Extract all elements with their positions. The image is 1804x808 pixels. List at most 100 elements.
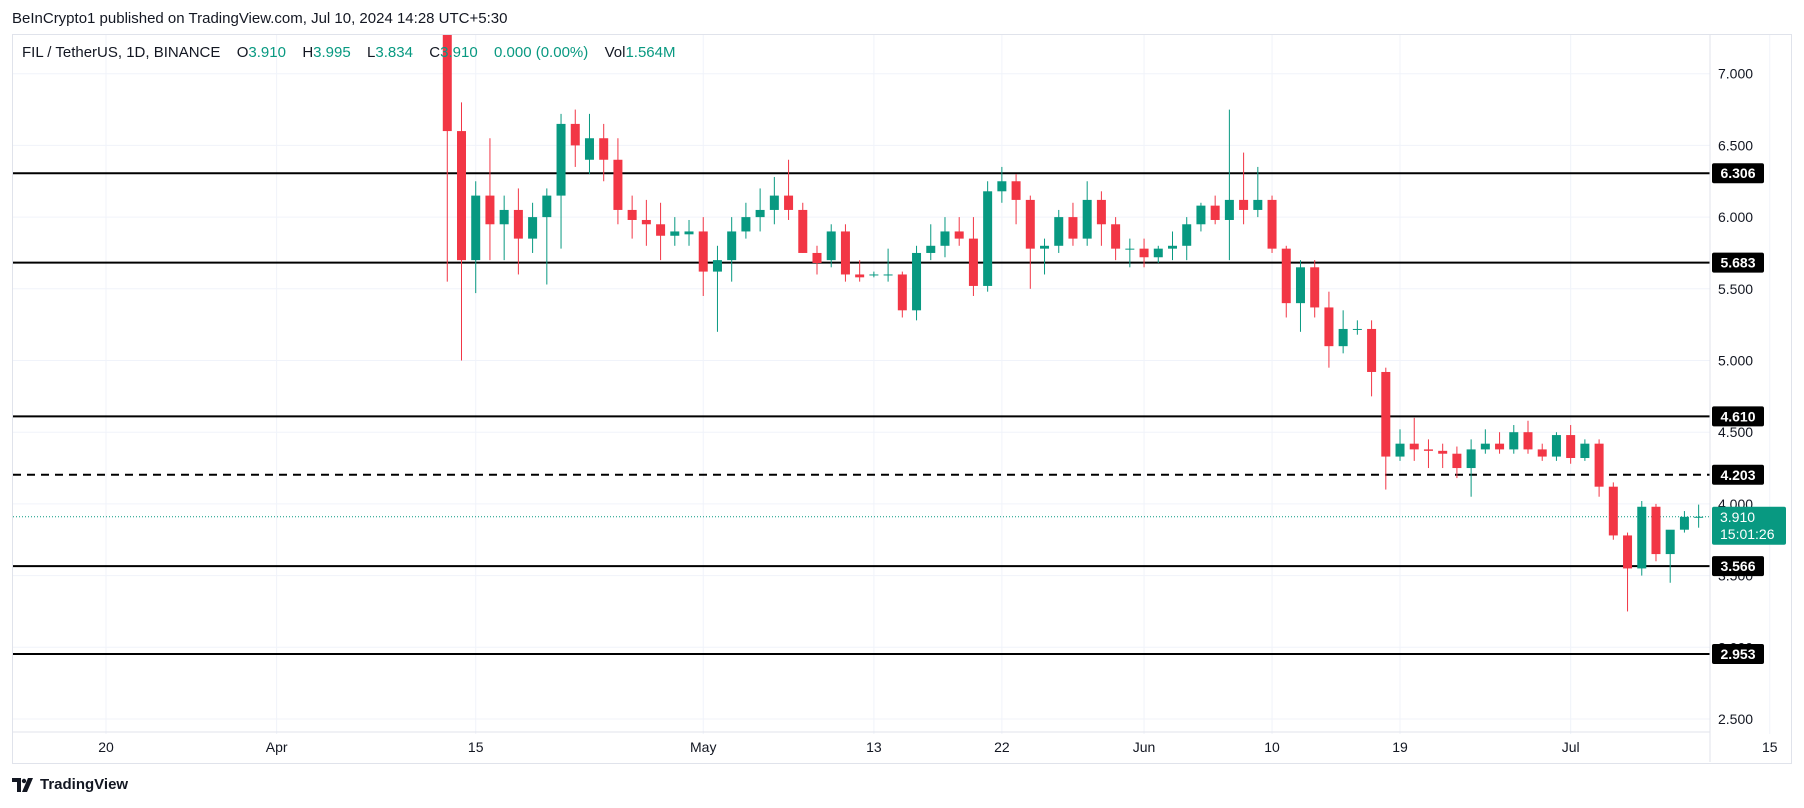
x-tick-label: 15 <box>468 739 484 755</box>
candle <box>670 217 680 246</box>
candle-body <box>1423 449 1433 451</box>
candle-body <box>1409 443 1419 450</box>
candle <box>1665 529 1675 583</box>
candle <box>798 202 808 253</box>
tradingview-logo-icon <box>12 777 33 792</box>
candle <box>513 188 523 275</box>
candle <box>1523 420 1533 454</box>
candle-body <box>570 123 580 146</box>
candle-body <box>926 245 936 253</box>
candle <box>727 217 737 282</box>
candle <box>1651 503 1661 562</box>
candle-body <box>485 195 495 225</box>
candle-body <box>1324 307 1334 347</box>
candle <box>1623 532 1633 612</box>
candle-body <box>1395 443 1405 457</box>
candle-body <box>513 209 523 239</box>
candle <box>1551 432 1561 461</box>
candle-body <box>1224 199 1234 220</box>
level-label-box <box>1712 644 1764 665</box>
y-tick-label: 5.500 <box>1718 281 1753 297</box>
y-tick-label: 7.000 <box>1718 66 1753 82</box>
candle <box>613 138 623 225</box>
level-label-box <box>1712 464 1764 485</box>
candle-body <box>684 231 694 235</box>
candle <box>1239 152 1249 225</box>
candle <box>1253 166 1263 218</box>
level-lines-layer <box>13 172 1710 656</box>
candle-body <box>741 217 751 232</box>
level-label: 6.306 <box>1720 165 1755 181</box>
symbol-name[interactable]: FIL / TetherUS, 1D, BINANCE <box>22 44 221 61</box>
close-value: 3.910 <box>440 44 478 61</box>
candle-body <box>599 138 609 160</box>
candle-body <box>1495 443 1505 450</box>
publisher-line: BeInCrypto1 published on TradingView.com… <box>12 10 508 27</box>
candle-body <box>1551 435 1561 457</box>
x-tick-label: May <box>690 739 716 755</box>
candle-body <box>499 209 509 225</box>
volume-value: 1.564M <box>625 44 676 61</box>
candle-body <box>1367 328 1377 372</box>
high-label: H <box>302 44 314 61</box>
candle <box>940 217 950 258</box>
candle <box>1125 238 1135 268</box>
candle <box>1452 446 1462 479</box>
close-label: C <box>429 44 441 61</box>
candle <box>1580 439 1590 461</box>
candle <box>1637 501 1647 576</box>
y-tick-label: 6.500 <box>1718 137 1753 153</box>
candle-body <box>912 252 922 311</box>
candle-body <box>627 209 637 220</box>
candle-body <box>1665 529 1675 555</box>
candle <box>1139 238 1149 268</box>
candle <box>1679 511 1689 533</box>
candle <box>1168 231 1177 261</box>
candle <box>1054 209 1064 253</box>
chart-frame[interactable] <box>12 34 1792 764</box>
candle <box>755 188 765 232</box>
candle-body <box>954 231 964 239</box>
candle-body <box>1168 245 1177 249</box>
candle <box>1111 217 1121 261</box>
brand-name: TradingView <box>40 776 129 793</box>
candle-body <box>1025 199 1035 249</box>
candle <box>499 195 509 261</box>
candle-body <box>613 159 623 210</box>
candle-body <box>584 138 594 160</box>
candle <box>1025 195 1035 289</box>
candle-body <box>1651 506 1661 555</box>
candle-body <box>869 274 879 276</box>
x-tick-label: Jul <box>1562 739 1580 755</box>
candle <box>840 224 850 282</box>
candle <box>1509 425 1519 454</box>
candle <box>1281 245 1291 318</box>
candle <box>826 224 836 268</box>
tradingview-brand[interactable]: TradingView <box>12 776 128 793</box>
candle <box>442 35 452 282</box>
x-tick-label: 13 <box>866 739 882 755</box>
candle-body <box>1537 449 1547 457</box>
candle <box>599 123 609 182</box>
candle <box>1594 439 1604 497</box>
candle-body <box>1196 205 1206 225</box>
candle-body <box>1210 205 1220 220</box>
candle <box>1352 320 1362 335</box>
candle-body <box>656 224 666 236</box>
candle <box>741 202 751 239</box>
candle-body <box>1295 267 1305 304</box>
candle-body <box>1082 199 1092 239</box>
candle-body <box>670 231 680 236</box>
candle-body <box>997 181 1007 192</box>
candle <box>912 245 922 321</box>
candle-body <box>1040 245 1050 249</box>
candle-body <box>1253 199 1263 210</box>
level-label-box <box>1712 252 1764 273</box>
y-tick-label: 5.000 <box>1718 353 1753 369</box>
candle <box>570 109 580 167</box>
candle-body <box>1637 506 1647 569</box>
candle-body <box>457 131 466 261</box>
candle <box>684 219 694 246</box>
candle <box>1082 181 1092 246</box>
